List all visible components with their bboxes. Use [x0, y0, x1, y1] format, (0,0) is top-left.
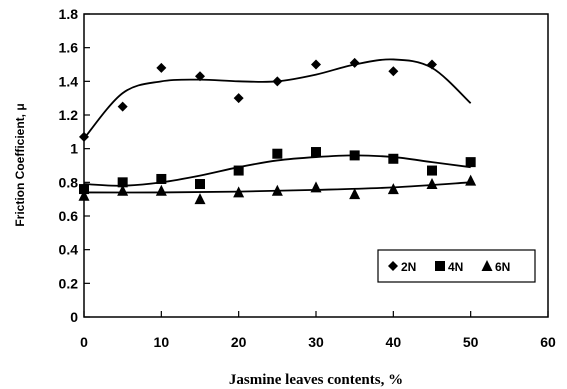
data-point-2n [272, 76, 283, 87]
y-tick-label: 1.4 [59, 73, 79, 89]
x-tick-label: 50 [463, 334, 479, 350]
data-point-6n [465, 174, 477, 186]
legend-label-4n: 4N [448, 260, 463, 274]
data-point-6n [78, 189, 90, 201]
legend-marker-6n [481, 260, 493, 271]
data-point-2n [388, 66, 399, 77]
data-point-4n [349, 150, 360, 161]
data-point-6n [387, 183, 399, 195]
data-point-6n [117, 184, 129, 196]
data-point-4n [465, 157, 476, 168]
data-point-6n [426, 178, 438, 190]
x-tick-label: 60 [540, 334, 556, 350]
legend-marker-2n [388, 261, 398, 271]
data-point-6n [349, 188, 361, 200]
x-tick-label: 30 [308, 334, 324, 350]
data-point-6n [155, 184, 167, 196]
legend-box [377, 249, 536, 283]
data-point-2n [117, 101, 128, 112]
data-point-6n [233, 186, 245, 198]
y-tick-label: 0 [70, 309, 78, 325]
data-point-4n [195, 179, 205, 190]
legend-label-6n: 6N [495, 260, 510, 274]
y-axis-title: Friction Coefficient, μ [13, 103, 27, 226]
y-tick-label: 1 [70, 141, 78, 157]
data-point-4n [427, 165, 437, 176]
y-tick-label: 0.8 [59, 174, 79, 190]
data-point-6n [310, 181, 322, 193]
data-point-4n [156, 173, 167, 184]
data-point-2n [349, 57, 360, 68]
data-point-2n [427, 59, 437, 70]
y-tick-label: 1.8 [59, 6, 79, 22]
data-point-2n [156, 62, 167, 73]
data-point-6n [271, 184, 283, 196]
legend: 2N 4N 6N [377, 249, 536, 283]
y-tick-label: 1.2 [59, 107, 79, 123]
data-point-2n [311, 59, 321, 70]
y-tick-label: 0.4 [59, 242, 79, 258]
data-point-6n [194, 193, 206, 205]
x-tick-label: 0 [80, 334, 88, 350]
data-point-2n [195, 71, 205, 82]
y-tick-label: 1.6 [59, 40, 79, 56]
data-point-4n [233, 165, 244, 176]
legend-marker-4n [435, 261, 445, 271]
x-tick-label: 20 [231, 334, 247, 350]
data-point-2n [233, 93, 244, 104]
data-point-2n [79, 131, 89, 142]
x-axis-title: Jasmine leaves contents, % [229, 372, 403, 388]
data-point-4n [311, 147, 321, 158]
y-tick-label: 0.2 [59, 275, 79, 291]
x-tick-label: 10 [154, 334, 170, 350]
trendline-4n [83, 154, 471, 187]
data-point-4n [272, 148, 283, 159]
y-tick-label: 0.6 [59, 208, 79, 224]
legend-label-2n: 2N [401, 260, 416, 274]
data-point-4n [117, 177, 128, 188]
x-tick-label: 40 [386, 334, 402, 350]
data-point-4n [79, 184, 89, 195]
data-point-4n [388, 153, 399, 164]
